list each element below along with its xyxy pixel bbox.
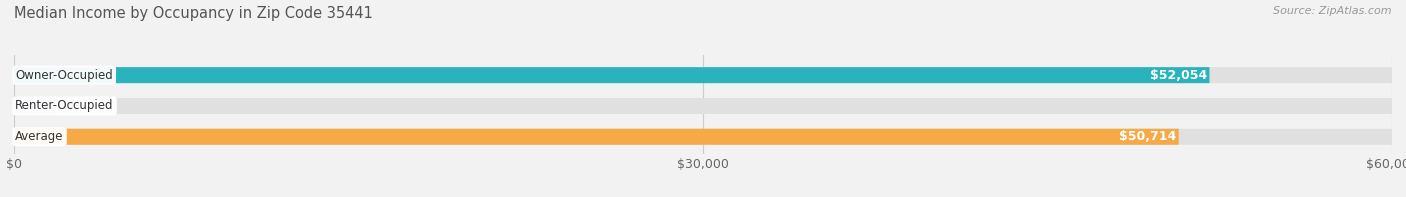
Text: Average: Average (15, 130, 63, 143)
Text: $50,714: $50,714 (1119, 130, 1177, 143)
Text: $52,054: $52,054 (1150, 69, 1206, 82)
FancyBboxPatch shape (14, 67, 1209, 83)
FancyBboxPatch shape (14, 67, 1392, 83)
FancyBboxPatch shape (14, 129, 1392, 145)
Text: Median Income by Occupancy in Zip Code 35441: Median Income by Occupancy in Zip Code 3… (14, 6, 373, 21)
Text: $0: $0 (67, 99, 83, 112)
Text: Renter-Occupied: Renter-Occupied (15, 99, 114, 112)
FancyBboxPatch shape (14, 129, 1178, 145)
Text: Source: ZipAtlas.com: Source: ZipAtlas.com (1274, 6, 1392, 16)
FancyBboxPatch shape (14, 98, 55, 114)
Text: Owner-Occupied: Owner-Occupied (15, 69, 112, 82)
FancyBboxPatch shape (14, 98, 1392, 114)
